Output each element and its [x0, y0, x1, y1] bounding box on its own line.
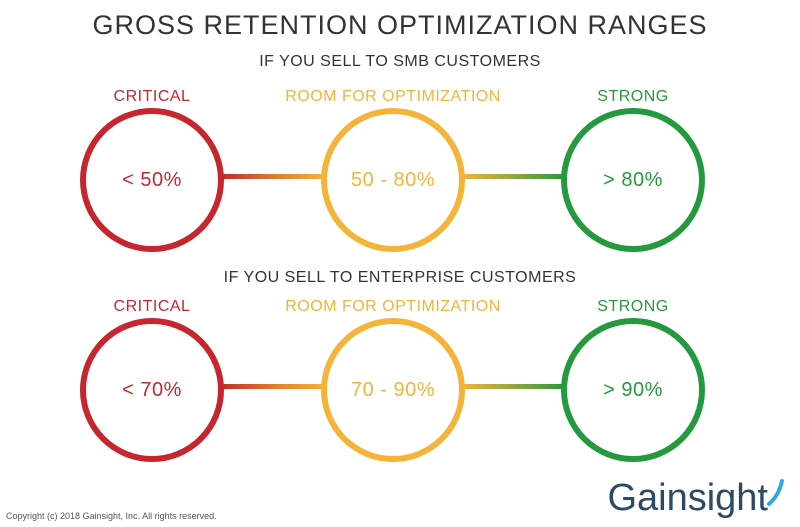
- enterprise-connector-room-strong: [460, 384, 566, 389]
- smb-room-label: ROOM FOR OPTIMIZATION: [285, 88, 501, 105]
- enterprise-strong-value: > 90%: [603, 378, 663, 401]
- smb-critical-circle: < 50%: [80, 108, 224, 252]
- smb-critical-value: < 50%: [122, 168, 182, 191]
- copyright-text: Copyright (c) 2018 Gainsight, Inc. All r…: [6, 511, 217, 521]
- enterprise-section-heading: IF YOU SELL TO ENTERPRISE CUSTOMERS: [223, 269, 577, 286]
- logo-wordmark: Gainsight: [607, 477, 768, 519]
- smb-room-value: 50 - 80%: [350, 168, 436, 191]
- enterprise-critical-circle: < 70%: [80, 318, 224, 462]
- enterprise-critical-value: < 70%: [122, 378, 182, 401]
- enterprise-strong-circle: > 90%: [561, 318, 705, 462]
- enterprise-critical-label: CRITICAL: [113, 298, 191, 315]
- enterprise-room-circle: 70 - 90%: [321, 318, 465, 462]
- logo-swoosh-icon: [767, 479, 784, 506]
- enterprise-strong-label: STRONG: [597, 298, 669, 315]
- enterprise-connector-critical-room: [220, 384, 326, 389]
- smb-connector-room-strong: [460, 174, 566, 179]
- smb-critical-label: CRITICAL: [113, 88, 191, 105]
- smb-connector-critical-room: [220, 174, 326, 179]
- enterprise-room-value: 70 - 90%: [350, 378, 436, 401]
- smb-strong-circle: > 80%: [561, 108, 705, 252]
- smb-strong-value: > 80%: [603, 168, 663, 191]
- smb-strong-label: STRONG: [597, 88, 669, 105]
- gainsight-logo: Gainsight: [607, 478, 786, 518]
- enterprise-room-label: ROOM FOR OPTIMIZATION: [285, 298, 501, 315]
- smb-section-heading: IF YOU SELL TO SMB CUSTOMERS: [259, 53, 541, 70]
- page-title: GROSS RETENTION OPTIMIZATION RANGES: [92, 10, 708, 40]
- smb-room-circle: 50 - 80%: [321, 108, 465, 252]
